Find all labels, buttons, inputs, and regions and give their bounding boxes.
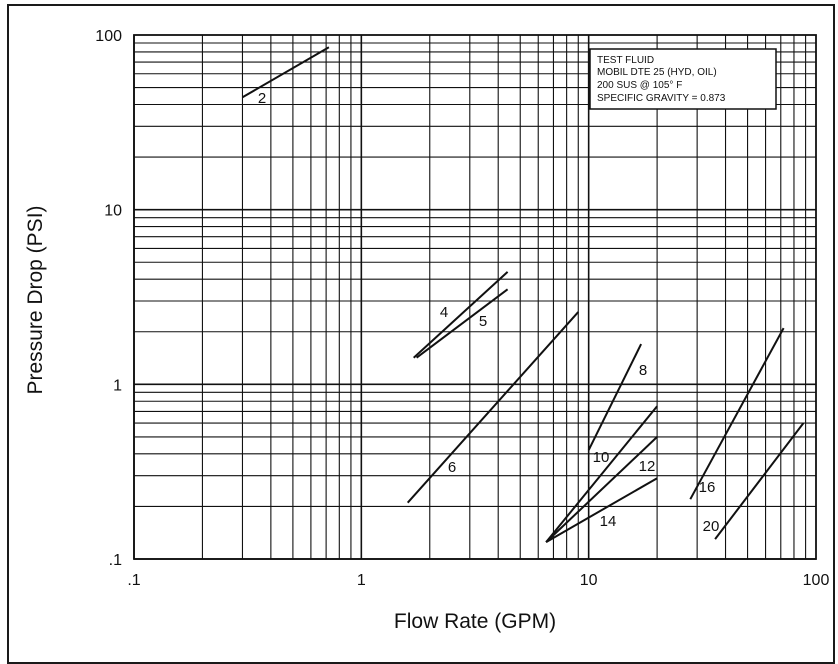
series-label-4: 4 xyxy=(440,304,448,321)
series-label-8: 8 xyxy=(639,362,647,379)
note-line-2: MOBIL DTE 25 (HYD, OIL) xyxy=(597,67,717,78)
series-line-4 xyxy=(413,271,509,359)
y-tick-label: 100 xyxy=(95,28,122,45)
series-line-14 xyxy=(545,477,658,543)
note-line-4: SPECIFIC GRAVITY = 0.873 xyxy=(597,93,726,104)
series-label-2: 2 xyxy=(258,90,266,107)
series-line-5 xyxy=(415,288,509,359)
x-tick-label: .1 xyxy=(127,572,140,589)
series-line-10 xyxy=(545,405,658,543)
y-tick-label: .1 xyxy=(109,552,122,569)
y-tick-label: 10 xyxy=(104,203,122,220)
series-label-6: 6 xyxy=(448,459,456,476)
y-tick-labels: .1 1 10 100 xyxy=(95,28,122,569)
x-axis-title: Flow Rate (GPM) xyxy=(394,610,556,633)
series-line-20 xyxy=(714,422,805,540)
series-line-6 xyxy=(406,311,580,504)
y-tick-label: 1 xyxy=(113,377,122,394)
x-tick-label: 100 xyxy=(803,572,830,589)
series-label-20: 20 xyxy=(703,518,720,535)
series-label-10: 10 xyxy=(593,449,610,466)
x-tick-label: 10 xyxy=(580,572,598,589)
x-tick-labels: .1 1 10 100 xyxy=(127,572,829,589)
note-line-3: 200 SUS @ 105° F xyxy=(597,80,682,91)
series-label-14: 14 xyxy=(600,513,617,530)
test-fluid-note: TEST FLUID MOBIL DTE 25 (HYD, OIL) 200 S… xyxy=(589,48,777,110)
series-label-16: 16 xyxy=(699,479,716,496)
series-labels: 2 4 5 6 8 10 12 14 16 20 xyxy=(258,90,720,535)
y-axis-title: Pressure Drop (PSI) xyxy=(24,205,47,394)
series-lines xyxy=(241,46,805,543)
plot-border xyxy=(133,34,817,560)
plot-area-border xyxy=(133,34,817,560)
series-label-5: 5 xyxy=(479,313,487,330)
series-label-12: 12 xyxy=(639,458,656,475)
series-line-8 xyxy=(587,343,642,451)
x-tick-label: 1 xyxy=(357,572,366,589)
note-line-1: TEST FLUID xyxy=(597,55,654,66)
series-line-2 xyxy=(241,46,330,99)
series-line-16 xyxy=(689,327,785,500)
note-box xyxy=(589,48,777,110)
series-line-12 xyxy=(545,436,658,543)
